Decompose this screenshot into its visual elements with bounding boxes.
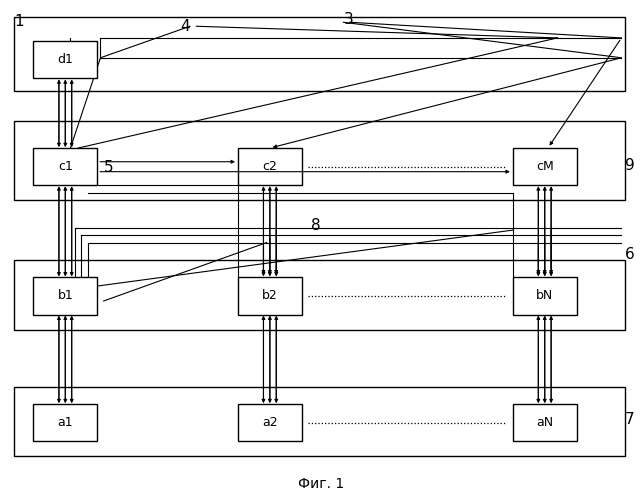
Bar (14, 386, 625, 456)
Text: c2: c2 (263, 160, 277, 173)
Text: 8: 8 (311, 218, 321, 232)
Text: d1: d1 (57, 54, 73, 66)
Text: 5: 5 (103, 160, 113, 176)
Text: 7: 7 (625, 412, 634, 426)
Bar (33, 41, 98, 78)
Text: Фиг. 1: Фиг. 1 (298, 476, 344, 490)
Text: 6: 6 (625, 248, 634, 262)
Text: c1: c1 (58, 160, 73, 173)
Text: 3: 3 (343, 12, 353, 28)
Text: aN: aN (536, 416, 553, 430)
Bar (513, 148, 577, 186)
Bar (513, 278, 577, 314)
Bar (238, 148, 302, 186)
Text: 9: 9 (625, 158, 634, 173)
Text: b2: b2 (262, 290, 278, 302)
Text: a1: a1 (58, 416, 73, 430)
Text: bN: bN (536, 290, 553, 302)
Bar (513, 404, 577, 442)
Bar (14, 260, 625, 330)
Text: 1: 1 (14, 14, 24, 29)
Bar (14, 18, 625, 91)
Bar (33, 404, 98, 442)
Bar (33, 148, 98, 186)
Text: 4: 4 (180, 19, 190, 34)
Bar (238, 278, 302, 314)
Text: b1: b1 (57, 290, 73, 302)
Text: cM: cM (536, 160, 553, 173)
Bar (33, 278, 98, 314)
Bar (14, 120, 625, 200)
Text: a2: a2 (262, 416, 278, 430)
Bar (238, 404, 302, 442)
